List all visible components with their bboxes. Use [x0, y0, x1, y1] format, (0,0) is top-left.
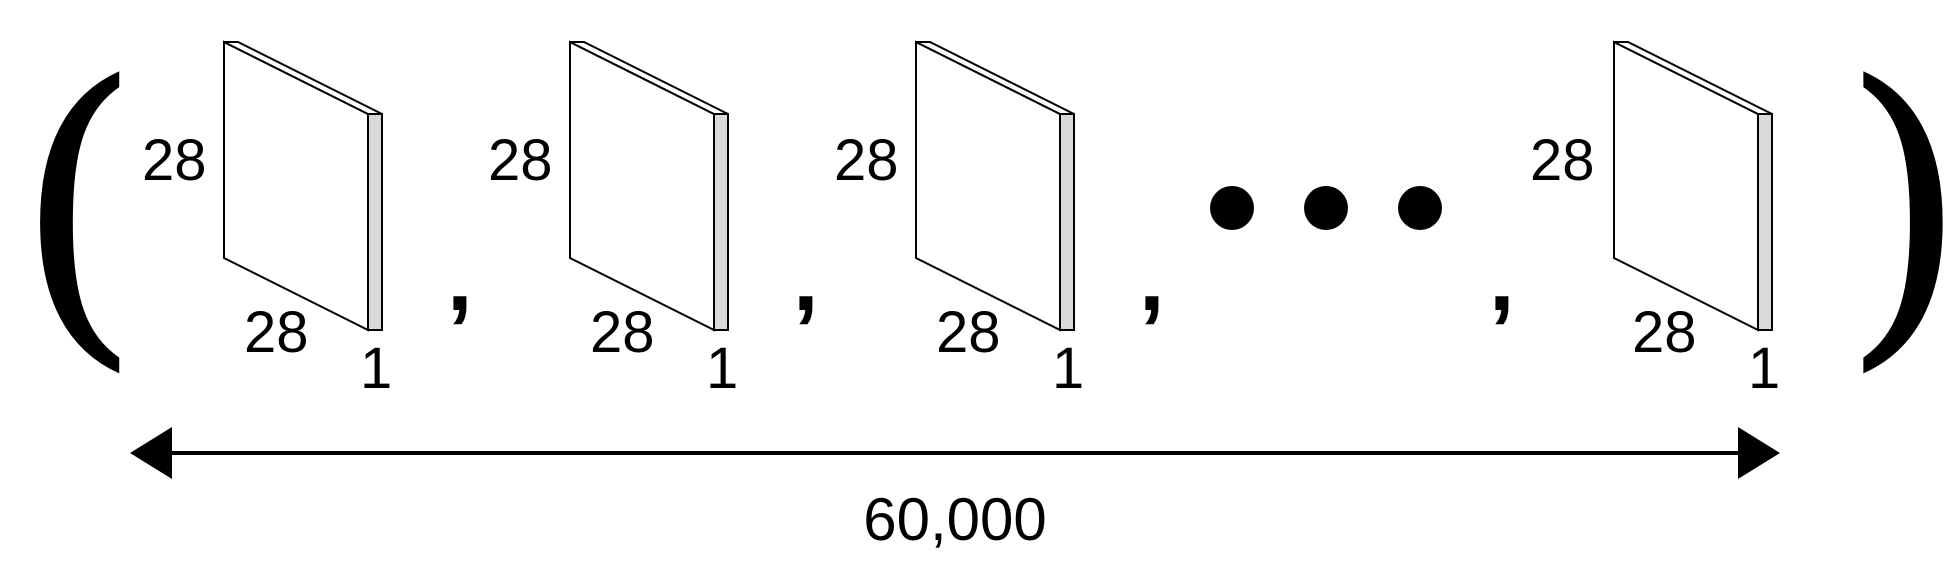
- separator-comma: ,: [1489, 228, 1515, 330]
- width-label: 28: [1632, 300, 1697, 365]
- slab-face: [915, 40, 1061, 332]
- height-label: 28: [1530, 128, 1595, 193]
- slab-side-edge: [367, 113, 383, 331]
- image-slab: [915, 40, 1075, 332]
- ellipsis: [1210, 186, 1442, 230]
- count-arrow: [130, 427, 1780, 479]
- depth-label: 1: [1748, 336, 1780, 401]
- width-label: 28: [936, 300, 1001, 365]
- arrow-head-right: [1738, 427, 1780, 479]
- slab-side-edge: [713, 113, 729, 331]
- image-slab: [223, 40, 383, 332]
- open-parenthesis: (: [14, 16, 143, 400]
- separator-comma: ,: [793, 228, 819, 330]
- close-parenthesis: ): [1840, 16, 1952, 400]
- sample-count-label: 60,000: [863, 486, 1047, 553]
- ellipsis-dot: [1210, 186, 1254, 230]
- width-label: 28: [244, 300, 309, 365]
- depth-label: 1: [706, 336, 738, 401]
- ellipsis-dot: [1398, 186, 1442, 230]
- slab-face: [223, 40, 369, 332]
- depth-label: 1: [360, 336, 392, 401]
- image-slab: [1613, 40, 1773, 332]
- height-label: 28: [488, 128, 553, 193]
- depth-label: 1: [1052, 336, 1084, 401]
- image-slab: [569, 40, 729, 332]
- slab-face: [569, 40, 715, 332]
- separator-comma: ,: [447, 228, 473, 330]
- ellipsis-dot: [1304, 186, 1348, 230]
- arrow-head-left: [130, 427, 172, 479]
- slab-side-edge: [1059, 113, 1075, 331]
- width-label: 28: [590, 300, 655, 365]
- slab-face: [1613, 40, 1759, 332]
- height-label: 28: [834, 128, 899, 193]
- height-label: 28: [142, 128, 207, 193]
- separator-comma: ,: [1139, 228, 1165, 330]
- slab-side-edge: [1757, 113, 1773, 331]
